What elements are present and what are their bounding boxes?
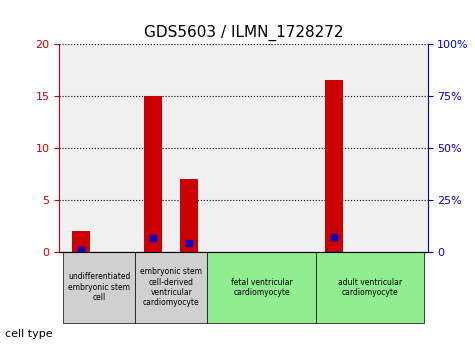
FancyBboxPatch shape xyxy=(315,252,424,323)
Bar xyxy=(180,179,199,252)
Text: embryonic stem
cell-derived
ventricular
cardiomyocyte: embryonic stem cell-derived ventricular … xyxy=(140,267,202,307)
Text: adult ventricular
cardiomyocyte: adult ventricular cardiomyocyte xyxy=(338,278,402,297)
Bar xyxy=(144,95,162,252)
Title: GDS5603 / ILMN_1728272: GDS5603 / ILMN_1728272 xyxy=(143,25,343,41)
FancyBboxPatch shape xyxy=(208,252,315,323)
Text: fetal ventricular
cardiomyocyte: fetal ventricular cardiomyocyte xyxy=(230,278,292,297)
FancyBboxPatch shape xyxy=(63,252,135,323)
Text: cell type: cell type xyxy=(5,329,52,339)
Text: undifferentiated
embryonic stem
cell: undifferentiated embryonic stem cell xyxy=(68,273,130,302)
Bar xyxy=(324,80,342,252)
FancyBboxPatch shape xyxy=(135,252,208,323)
Bar xyxy=(72,231,90,252)
